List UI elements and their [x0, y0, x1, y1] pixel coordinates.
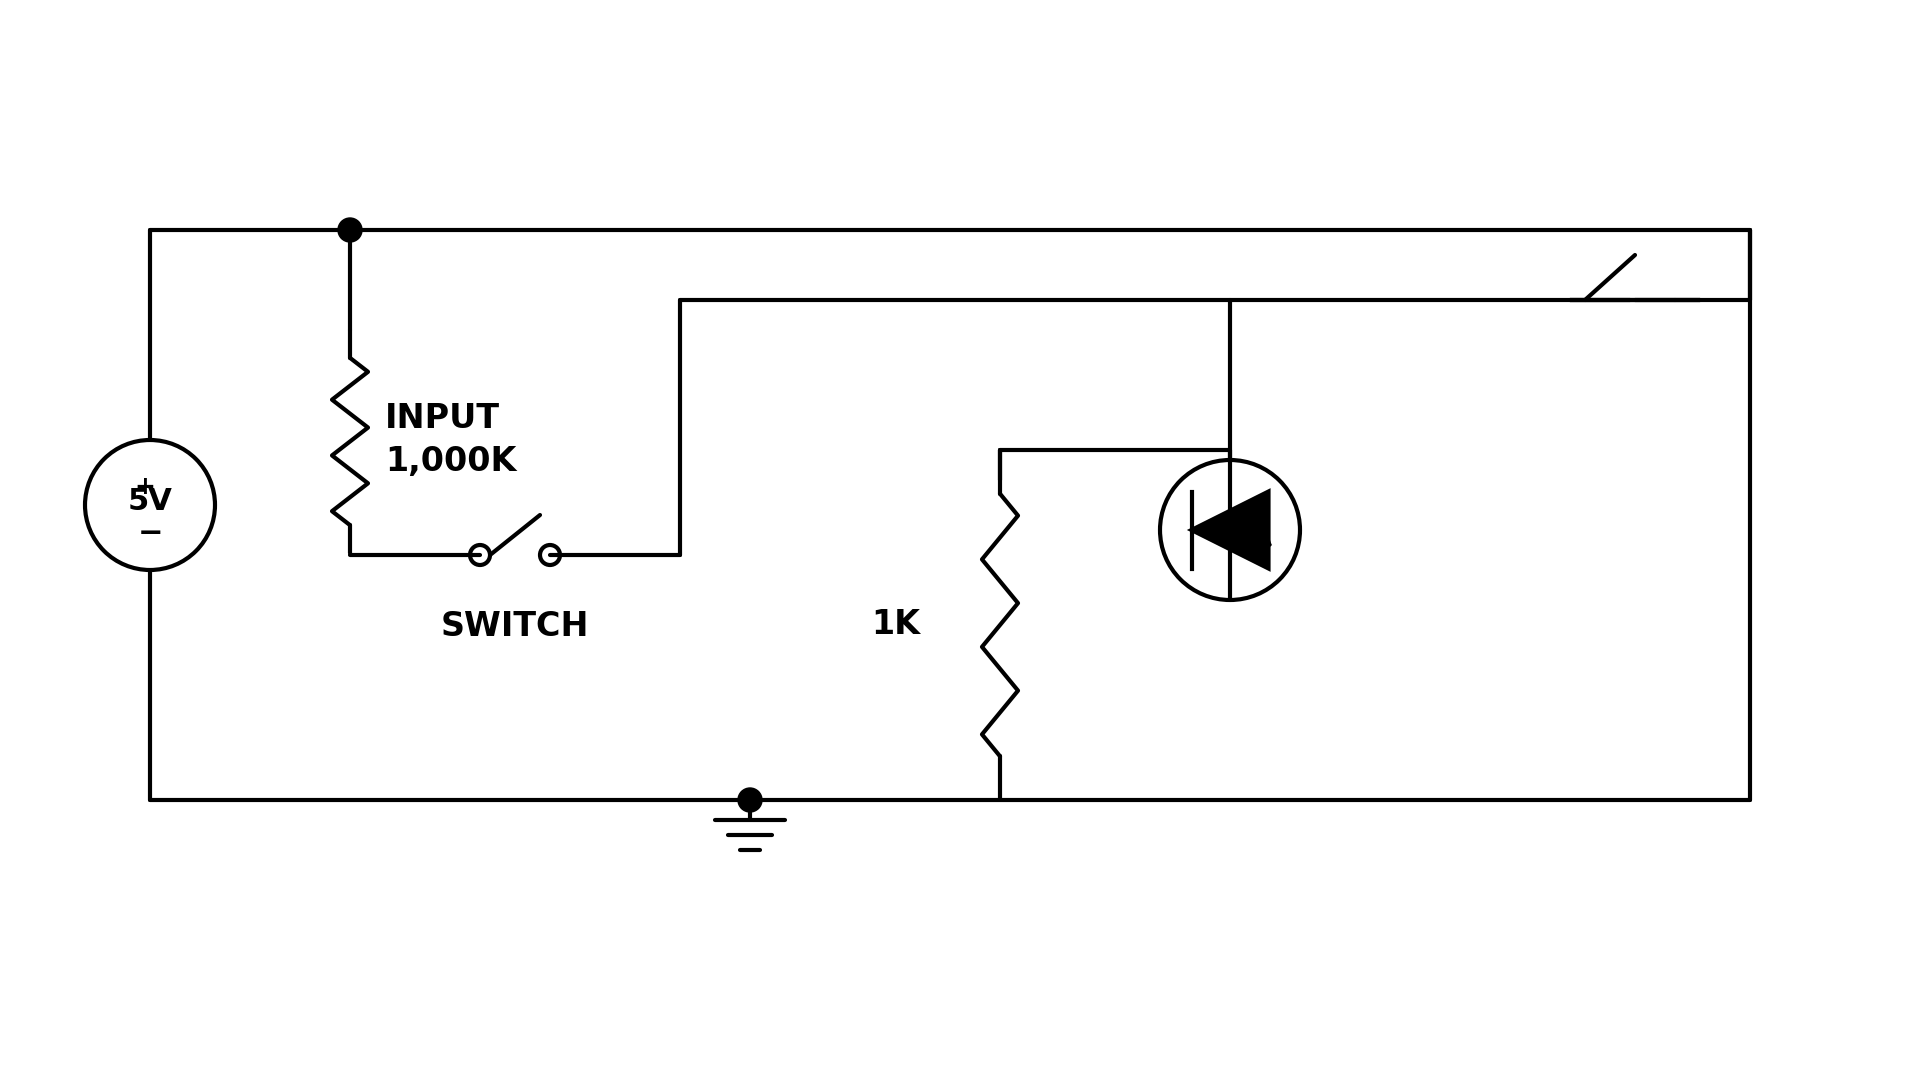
Circle shape — [338, 218, 363, 242]
Text: SWITCH: SWITCH — [442, 610, 589, 643]
Text: INPUT
1,000K: INPUT 1,000K — [386, 402, 516, 478]
Text: 1K: 1K — [872, 608, 920, 642]
Text: 5V: 5V — [127, 487, 173, 516]
Circle shape — [737, 788, 762, 812]
Polygon shape — [1192, 491, 1269, 568]
Text: +: + — [134, 475, 156, 499]
Text: −: − — [136, 518, 163, 548]
